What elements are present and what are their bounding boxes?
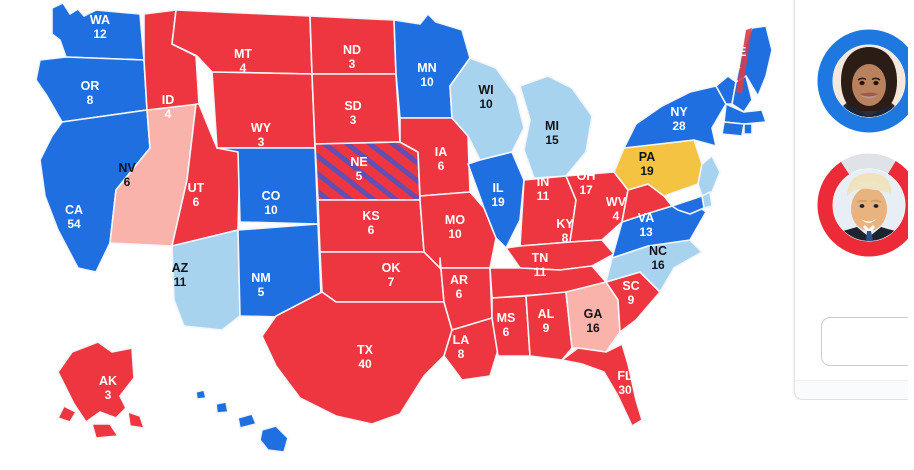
state-CT[interactable]: [721, 121, 745, 137]
state-MS[interactable]: [491, 295, 531, 357]
state-WI[interactable]: [449, 57, 525, 161]
panel-body: [795, 13, 914, 399]
state-OK[interactable]: [319, 251, 445, 303]
harris-avatar: [833, 45, 905, 117]
states-layer[interactable]: [35, 2, 773, 453]
state-WY[interactable]: [211, 71, 316, 149]
state-MD[interactable]: [671, 195, 705, 215]
state-AZ[interactable]: [171, 229, 241, 331]
state-HI[interactable]: [195, 389, 289, 453]
state-FL[interactable]: [561, 343, 643, 427]
us-map-svg[interactable]: WA 12 OR 8 CA 54 NV 6 ID 4 MT 4: [0, 0, 790, 470]
state-GA[interactable]: [565, 281, 621, 353]
state-AL[interactable]: [525, 291, 573, 361]
state-WA[interactable]: [51, 2, 145, 61]
candidate-side-panel: [794, 0, 914, 400]
state-KS[interactable]: [317, 199, 425, 253]
state-RI[interactable]: [743, 123, 753, 135]
state-NE[interactable]: [314, 141, 421, 201]
state-AK[interactable]: [57, 341, 145, 439]
state-SD[interactable]: [311, 73, 401, 145]
state-IN[interactable]: [519, 175, 577, 247]
state-ND[interactable]: [309, 15, 397, 75]
vote-count-box[interactable]: [821, 317, 914, 366]
state-ME-split-stripe: [736, 28, 752, 94]
electoral-map-panel: WA 12 OR 8 CA 54 NV 6 ID 4 MT 4: [0, 0, 790, 470]
state-TX[interactable]: [261, 291, 453, 425]
page-bottom-band: [790, 400, 914, 470]
panel-footer-strip: [795, 380, 914, 399]
state-MI[interactable]: [519, 75, 593, 179]
state-NY[interactable]: [623, 85, 727, 149]
trump-avatar: [833, 169, 905, 241]
candidate-card-trump[interactable]: [817, 153, 914, 257]
candidate-card-harris[interactable]: [817, 29, 914, 133]
state-CO[interactable]: [216, 147, 319, 225]
page-right-edge: [908, 0, 914, 470]
